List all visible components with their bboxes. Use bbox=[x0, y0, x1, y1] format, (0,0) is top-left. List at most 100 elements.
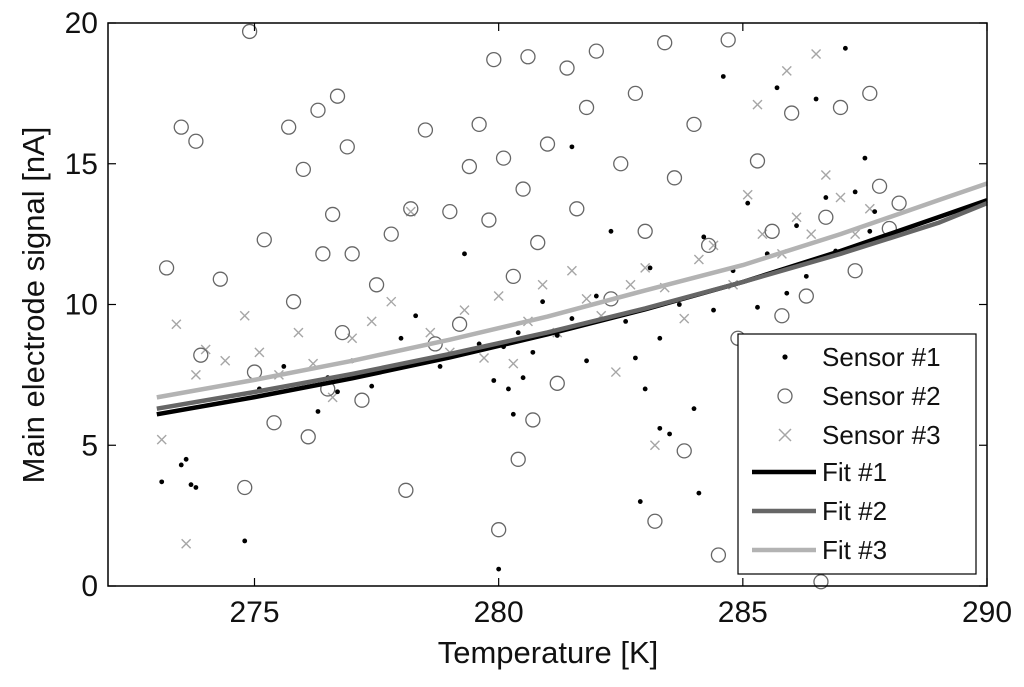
point-sensor-2 bbox=[832, 99, 849, 116]
point-sensor-2 bbox=[666, 170, 683, 186]
legend-label-fit-3: Fit #3 bbox=[822, 535, 887, 565]
point-sensor-3 bbox=[327, 392, 338, 403]
point-sensor-2 bbox=[334, 324, 351, 341]
legend-label-sensor-1: Sensor #1 bbox=[822, 342, 941, 372]
legend-label-sensor-3: Sensor #3 bbox=[822, 420, 941, 450]
point-sensor-2 bbox=[339, 139, 355, 155]
point-sensor-1 bbox=[647, 265, 653, 271]
legend: Sensor #1 Sensor #2 Sensor #3 Fit #1 Fit… bbox=[737, 333, 977, 575]
point-sensor-1 bbox=[398, 335, 404, 341]
point-sensor-3 bbox=[781, 65, 792, 76]
fits-layer bbox=[156, 181, 988, 417]
point-sensor-2 bbox=[578, 99, 595, 116]
point-sensor-2 bbox=[266, 415, 282, 431]
point-sensor-2 bbox=[686, 116, 702, 132]
fit-line-3 bbox=[156, 181, 988, 400]
point-sensor-2 bbox=[403, 201, 419, 217]
point-sensor-3 bbox=[649, 440, 660, 451]
point-sensor-3 bbox=[835, 192, 846, 203]
point-sensor-2 bbox=[256, 232, 272, 248]
point-sensor-1 bbox=[774, 85, 780, 91]
point-sensor-2 bbox=[241, 23, 258, 40]
point-sensor-2 bbox=[891, 195, 907, 211]
point-sensor-2 bbox=[491, 522, 507, 538]
x-tick-label: 290 bbox=[962, 596, 1012, 629]
point-sensor-2 bbox=[451, 316, 468, 332]
point-sensor-2 bbox=[539, 136, 556, 152]
point-sensor-1 bbox=[696, 490, 702, 496]
point-sensor-2 bbox=[188, 133, 204, 149]
point-sensor-3 bbox=[508, 358, 519, 369]
point-sensor-2 bbox=[749, 153, 766, 169]
point-sensor-1 bbox=[569, 316, 575, 321]
point-sensor-3 bbox=[156, 434, 167, 445]
point-sensor-2 bbox=[701, 237, 717, 254]
point-sensor-2 bbox=[368, 277, 385, 293]
point-sensor-2 bbox=[647, 513, 663, 529]
point-sensor-2 bbox=[798, 288, 814, 304]
point-sensor-2 bbox=[398, 482, 414, 498]
y-tick-label: 20 bbox=[65, 7, 98, 40]
point-sensor-3 bbox=[708, 240, 719, 251]
point-sensor-2 bbox=[237, 479, 253, 496]
point-sensor-3 bbox=[640, 262, 651, 273]
point-sensor-3 bbox=[581, 293, 592, 304]
point-sensor-2 bbox=[285, 294, 302, 310]
point-sensor-2 bbox=[481, 212, 497, 228]
point-sensor-1 bbox=[335, 389, 340, 395]
point-sensor-2 bbox=[813, 574, 829, 590]
point-sensor-3 bbox=[171, 319, 182, 330]
point-sensor-1 bbox=[520, 375, 526, 381]
y-tick-label: 0 bbox=[81, 570, 98, 603]
legend-label-fit-2: Fit #2 bbox=[822, 496, 887, 526]
point-sensor-3 bbox=[610, 367, 621, 378]
point-sensor-3 bbox=[366, 316, 377, 327]
point-sensor-2 bbox=[525, 412, 541, 428]
point-sensor-2 bbox=[344, 246, 360, 262]
point-sensor-1 bbox=[867, 228, 873, 234]
point-sensor-3 bbox=[820, 170, 831, 181]
point-sensor-2 bbox=[417, 122, 434, 138]
point-sensor-3 bbox=[791, 212, 802, 223]
point-sensor-2 bbox=[530, 234, 546, 251]
fit-line-2 bbox=[156, 201, 988, 411]
point-sensor-1 bbox=[852, 189, 858, 195]
point-sensor-2 bbox=[173, 119, 189, 135]
x-tick-label: 285 bbox=[718, 596, 768, 629]
point-sensor-1 bbox=[608, 228, 614, 234]
point-sensor-2 bbox=[657, 35, 673, 51]
point-sensor-1 bbox=[569, 144, 575, 150]
point-sensor-1 bbox=[633, 355, 638, 361]
point-sensor-1 bbox=[676, 302, 682, 307]
point-sensor-1 bbox=[755, 304, 760, 310]
point-sensor-3 bbox=[752, 99, 763, 110]
point-sensor-2 bbox=[486, 51, 502, 68]
point-sensor-2 bbox=[315, 246, 331, 262]
point-sensor-3 bbox=[742, 189, 753, 200]
point-sensor-1 bbox=[823, 195, 829, 200]
y-tick-label: 10 bbox=[65, 289, 98, 322]
legend-box bbox=[737, 333, 977, 575]
point-sensor-1 bbox=[515, 330, 521, 336]
point-sensor-1 bbox=[413, 313, 419, 319]
point-sensor-1 bbox=[862, 155, 868, 161]
point-sensor-1 bbox=[657, 335, 663, 341]
point-sensor-1 bbox=[657, 425, 663, 431]
y-tick-label: 5 bbox=[81, 429, 98, 462]
point-sensor-1 bbox=[178, 462, 184, 468]
point-sensor-3 bbox=[459, 305, 470, 316]
point-sensor-1 bbox=[701, 234, 707, 240]
point-sensor-1 bbox=[794, 223, 799, 229]
ticks-layer: 275 280 285 290 0 5 10 15 20 bbox=[65, 7, 1012, 629]
point-sensor-1 bbox=[720, 74, 726, 79]
point-sensor-2 bbox=[764, 223, 780, 239]
point-sensor-1 bbox=[623, 318, 629, 324]
point-sensor-1 bbox=[784, 290, 790, 296]
legend-label-sensor-2: Sensor #2 bbox=[822, 381, 941, 411]
point-sensor-1 bbox=[584, 358, 589, 364]
point-sensor-2 bbox=[495, 150, 512, 166]
point-sensor-2 bbox=[515, 181, 531, 197]
point-sensor-2 bbox=[329, 88, 346, 104]
legend-marker-sensor-1 bbox=[782, 354, 788, 360]
